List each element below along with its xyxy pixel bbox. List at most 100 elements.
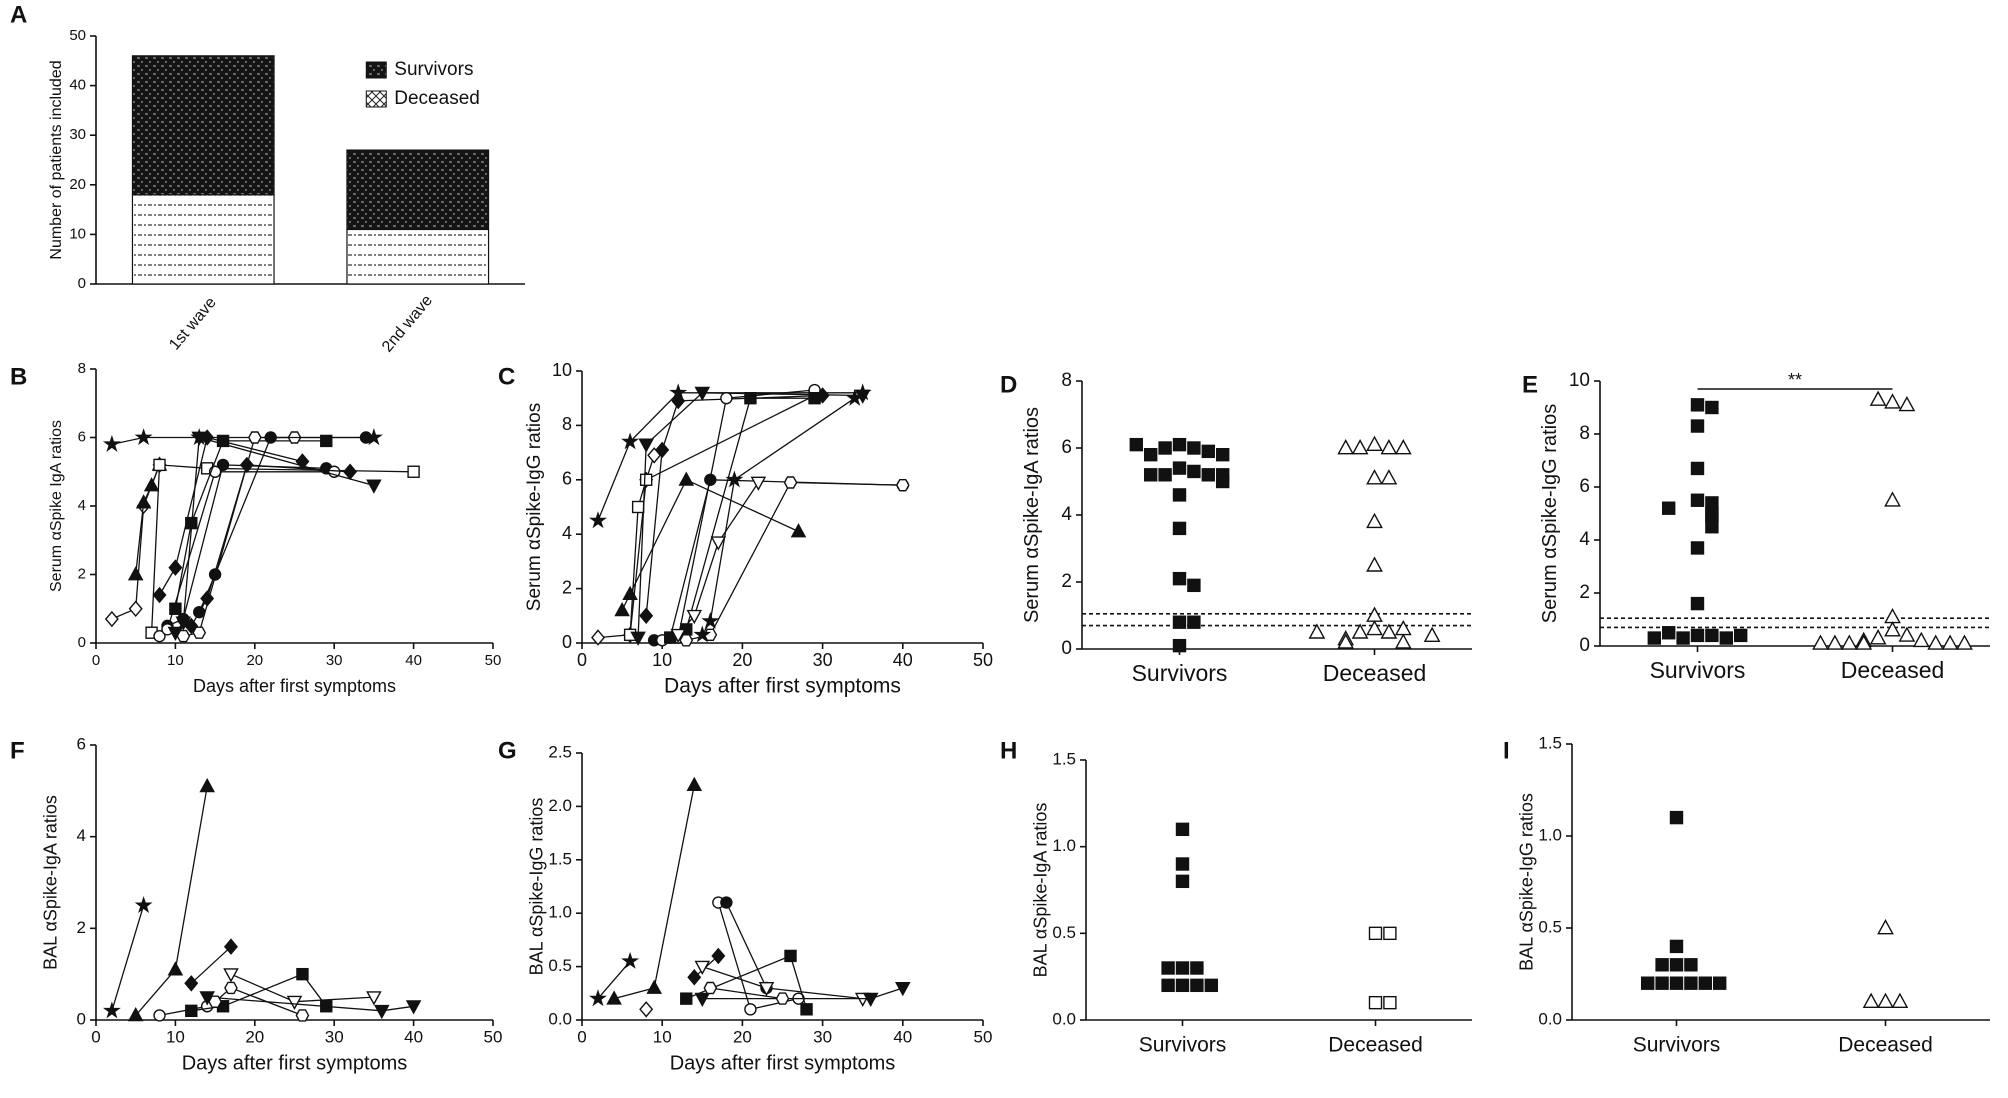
marker xyxy=(703,981,718,995)
x-tick-label: 40 xyxy=(404,1027,423,1046)
y-axis-label: BAL αSpike-IgG ratios xyxy=(1517,793,1537,971)
y-tick-label: 4 xyxy=(1061,504,1072,525)
marker xyxy=(1690,419,1705,433)
legend-label: Survivors xyxy=(394,59,473,80)
marker xyxy=(153,1009,166,1022)
x-tick-label: 30 xyxy=(813,1027,832,1046)
marker xyxy=(1684,976,1698,990)
marker xyxy=(710,536,727,551)
marker xyxy=(711,947,726,965)
marker xyxy=(1884,621,1901,637)
marker xyxy=(845,388,864,406)
marker xyxy=(1640,976,1655,990)
bar-segment xyxy=(131,55,275,196)
marker xyxy=(127,1007,144,1022)
marker xyxy=(224,981,238,995)
marker xyxy=(208,568,222,581)
marker xyxy=(783,476,798,489)
marker xyxy=(193,605,206,619)
y-tick-label: 2 xyxy=(1579,582,1590,603)
marker xyxy=(744,1003,757,1016)
marker xyxy=(1161,978,1175,993)
y-tick-label: 6 xyxy=(77,734,86,753)
marker xyxy=(1690,541,1705,555)
series-line xyxy=(150,464,414,633)
y-tick-label: 2 xyxy=(77,918,86,937)
series-line xyxy=(597,455,655,639)
x-tick-label: 10 xyxy=(652,650,672,670)
panel-label: F xyxy=(10,737,25,764)
y-tick-label: 6 xyxy=(1579,476,1590,497)
y-tick-label: 1.0 xyxy=(548,903,572,922)
marker xyxy=(1690,398,1705,412)
legend-swatch xyxy=(365,90,387,108)
marker xyxy=(200,590,215,607)
x-axis-label: Days after first symptoms xyxy=(193,676,396,696)
y-tick-label: 0.0 xyxy=(548,1009,572,1028)
marker xyxy=(1368,995,1383,1010)
marker xyxy=(800,1003,813,1016)
x-tick-label: 10 xyxy=(167,652,184,669)
marker xyxy=(1912,631,1930,648)
marker xyxy=(320,434,333,448)
y-axis-label: Serum αSpike IgA ratios xyxy=(48,420,65,592)
y-tick-label: 0 xyxy=(562,632,572,652)
marker xyxy=(808,392,821,405)
marker xyxy=(750,476,767,491)
y-tick-label: 1.5 xyxy=(1052,749,1076,768)
y-tick-label: 0.0 xyxy=(1538,1009,1562,1028)
series-line xyxy=(669,397,815,639)
marker xyxy=(1927,634,1945,650)
marker xyxy=(639,473,653,486)
marker xyxy=(1941,634,1959,650)
marker xyxy=(1172,638,1187,653)
marker xyxy=(185,1004,198,1018)
marker xyxy=(1676,631,1690,645)
marker xyxy=(143,477,160,492)
marker xyxy=(631,500,645,514)
x-tick-label: 40 xyxy=(893,1027,912,1046)
marker xyxy=(407,465,420,478)
x-tick-label: 20 xyxy=(733,1027,752,1046)
y-tick-label: 4 xyxy=(1579,529,1590,550)
marker xyxy=(1669,939,1684,954)
marker xyxy=(1143,448,1158,462)
marker xyxy=(646,979,662,994)
marker xyxy=(223,968,239,983)
marker xyxy=(639,1001,654,1018)
marker xyxy=(638,438,654,453)
series-line xyxy=(597,960,631,1000)
marker xyxy=(1201,444,1216,459)
y-tick-label: 8 xyxy=(78,360,86,377)
y-tick-label: 0.5 xyxy=(1538,917,1562,936)
marker xyxy=(1647,631,1662,645)
y-tick-label: 20 xyxy=(69,176,86,193)
marker xyxy=(784,949,797,963)
y-axis-label: Serum αSpike-IgA ratios xyxy=(1021,407,1043,623)
marker xyxy=(1215,474,1230,489)
marker xyxy=(1190,961,1204,975)
series-line xyxy=(135,464,161,575)
marker xyxy=(790,523,807,538)
y-tick-label: 1.0 xyxy=(1052,836,1076,855)
series-line xyxy=(190,464,351,627)
marker xyxy=(1719,631,1734,645)
marker xyxy=(670,628,686,644)
series-line xyxy=(645,394,823,616)
marker xyxy=(679,634,694,647)
y-tick-label: 0 xyxy=(78,634,86,651)
marker xyxy=(1669,976,1684,990)
y-tick-label: 6 xyxy=(78,428,86,445)
y-tick-label: 0.5 xyxy=(548,956,572,975)
marker xyxy=(239,456,254,474)
y-tick-label: 8 xyxy=(562,414,572,434)
series-line xyxy=(677,482,759,636)
y-tick-label: 2.0 xyxy=(548,796,572,815)
x-tick-label: 30 xyxy=(326,652,343,669)
panel-label: I xyxy=(1503,737,1510,764)
y-tick-label: 10 xyxy=(69,225,86,242)
marker xyxy=(1172,488,1187,502)
x-tick-label: 40 xyxy=(893,650,913,670)
marker xyxy=(296,967,309,981)
